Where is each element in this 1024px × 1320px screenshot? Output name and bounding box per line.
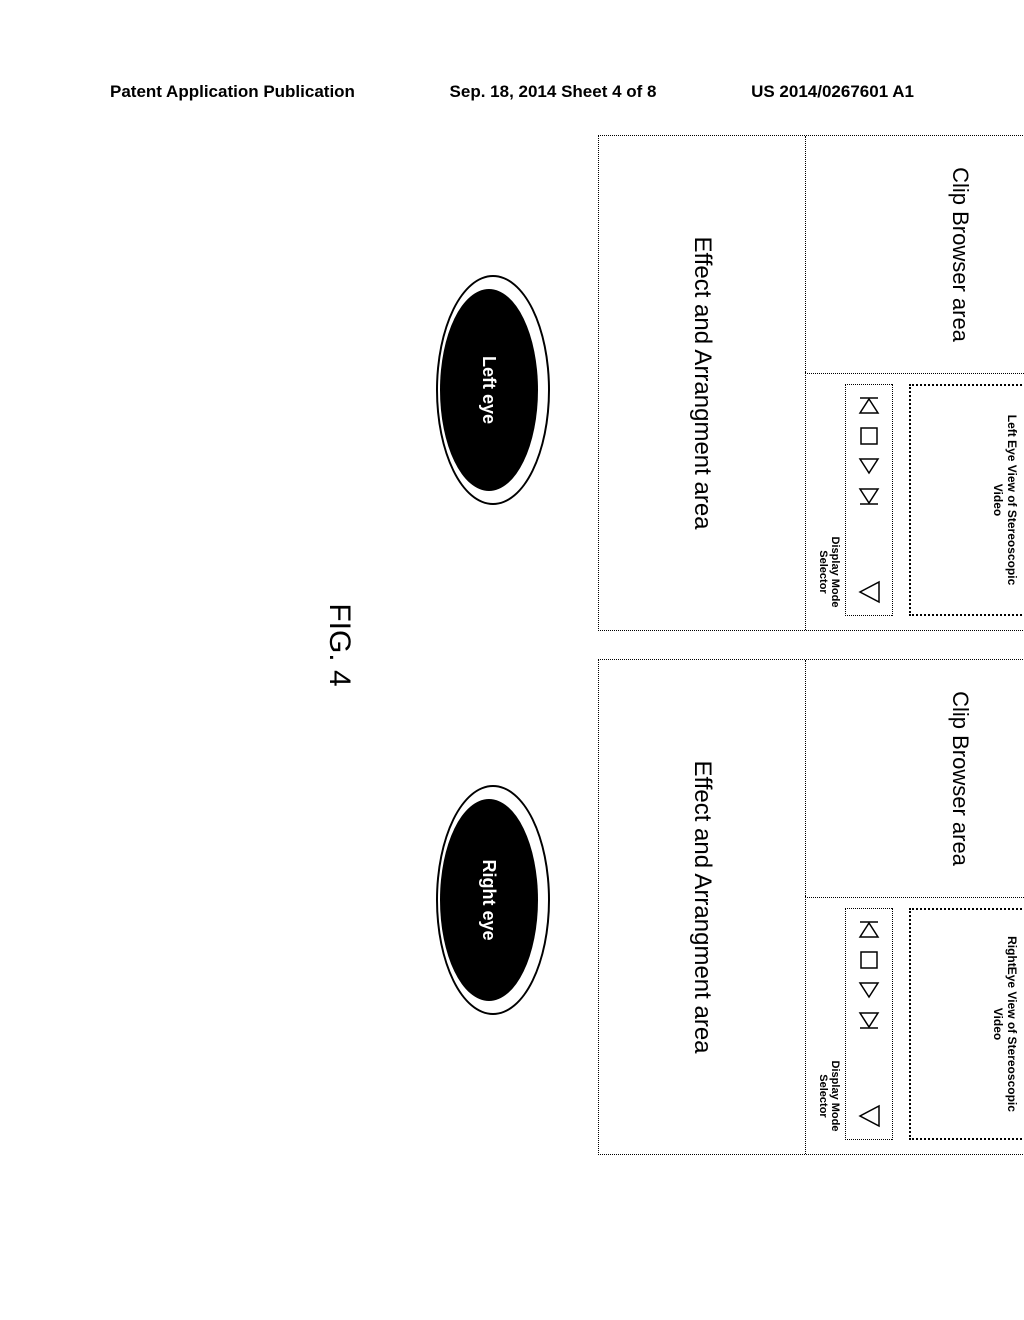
- effects-arrangement-area[interactable]: Effect and Arrangment area: [599, 136, 805, 630]
- display-mode-selector-icon[interactable]: [856, 1103, 882, 1129]
- stop-icon[interactable]: [858, 949, 880, 971]
- preview-side: Left Eye View of Stereoscopic Video Disp…: [805, 372, 1024, 630]
- next-icon[interactable]: [858, 485, 880, 507]
- prev-icon[interactable]: [858, 395, 880, 417]
- play-icon[interactable]: [858, 455, 880, 477]
- figure-diagram: menu Clip Browser area Left Eye View of …: [2, 251, 1022, 1039]
- effects-arrangement-area[interactable]: Effect and Arrangment area: [599, 660, 805, 1154]
- eye-right-wrap: Right eye: [430, 652, 550, 1148]
- figure-label: FIG. 4: [322, 251, 356, 1039]
- play-icon[interactable]: [858, 979, 880, 1001]
- ui-panels-row: menu Clip Browser area Left Eye View of …: [598, 135, 1024, 1155]
- prev-icon[interactable]: [858, 919, 880, 941]
- eye-shape-right: Right eye: [430, 785, 550, 1015]
- header-center: Sep. 18, 2014 Sheet 4 of 8: [450, 82, 657, 102]
- eye-shape-left: Left eye: [430, 275, 550, 505]
- header-right: US 2014/0267601 A1: [751, 82, 914, 102]
- playback-controls: [845, 908, 893, 1140]
- ui-window-right: menu Clip Browser area RightEye View of …: [598, 659, 1024, 1155]
- header-left: Patent Application Publication: [110, 82, 355, 102]
- display-mode-selector-icon[interactable]: [856, 579, 882, 605]
- playback-controls: [845, 384, 893, 616]
- video-preview-left: Left Eye View of Stereoscopic Video: [909, 384, 1024, 616]
- ui-window-left: menu Clip Browser area Left Eye View of …: [598, 135, 1024, 631]
- clip-browser-area[interactable]: Clip Browser area: [805, 136, 1024, 374]
- eye-ball: Right eye: [440, 799, 538, 1001]
- display-mode-label: Display Mode Selector: [817, 532, 841, 612]
- eye-left-wrap: Left eye: [430, 142, 550, 638]
- stop-icon[interactable]: [858, 425, 880, 447]
- eyes-row: Left eye Right eye: [430, 135, 550, 1155]
- preview-side: RightEye View of Stereoscopic Video Disp…: [805, 896, 1024, 1154]
- video-preview-right: RightEye View of Stereoscopic Video: [909, 908, 1024, 1140]
- clip-browser-area[interactable]: Clip Browser area: [805, 660, 1024, 898]
- next-icon[interactable]: [858, 1009, 880, 1031]
- display-mode-label: Display Mode Selector: [817, 1056, 841, 1136]
- eye-ball: Left eye: [440, 289, 538, 491]
- page-header: Patent Application Publication Sep. 18, …: [0, 82, 1024, 102]
